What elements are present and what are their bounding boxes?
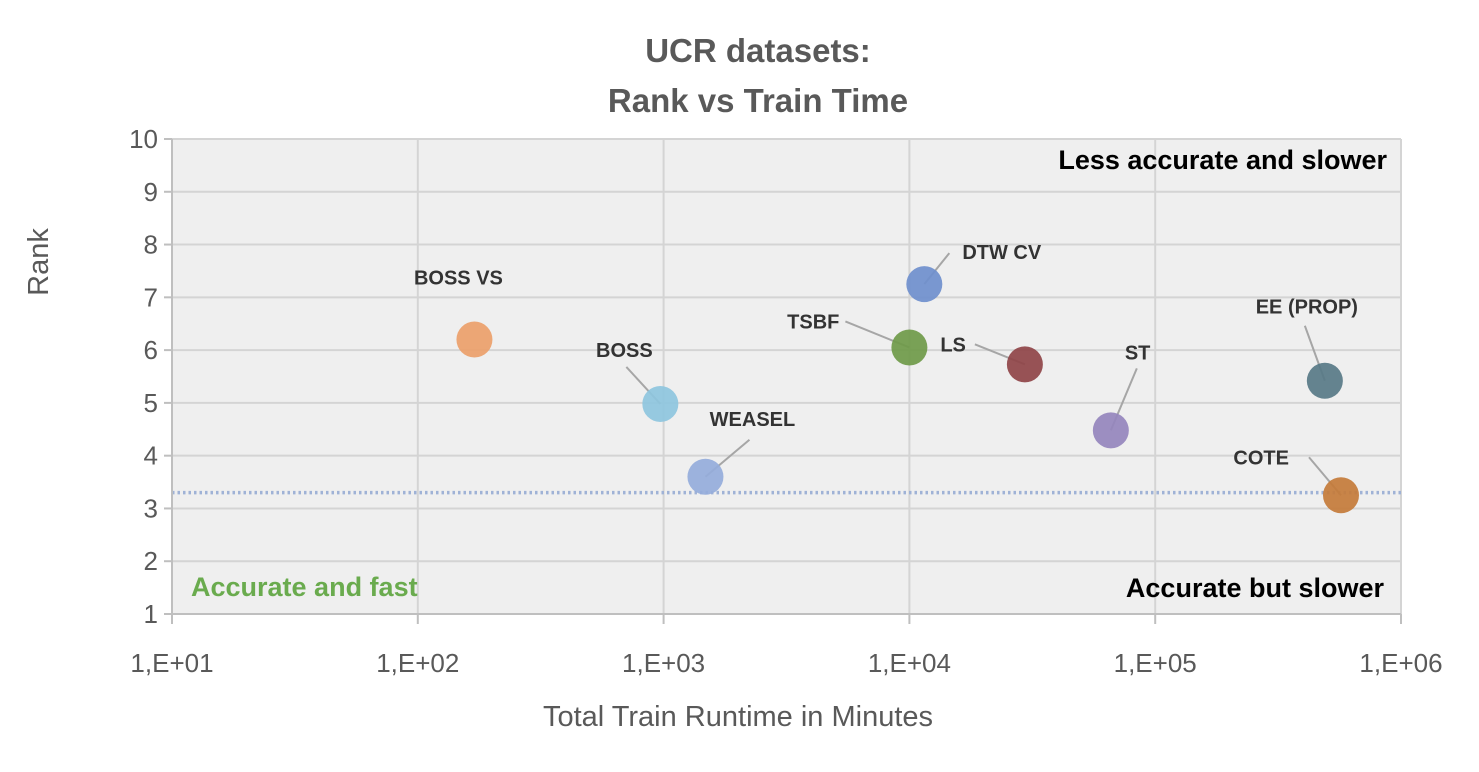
chart-title-line-2: Rank vs Train Time xyxy=(608,82,908,119)
scatter-point xyxy=(1306,362,1343,399)
y-tick-label: 1 xyxy=(144,599,158,629)
plot-area xyxy=(172,139,1401,614)
x-tick-label: 1,E+04 xyxy=(868,648,951,678)
point-label: DTW CV xyxy=(962,242,1042,264)
y-tick-label: 4 xyxy=(144,441,158,471)
scatter-point xyxy=(642,385,679,422)
data-points xyxy=(456,266,1359,514)
y-tick-label: 7 xyxy=(144,282,158,312)
scatter-point xyxy=(1092,412,1129,449)
y-tick-label: 10 xyxy=(129,124,158,154)
y-tick-label: 2 xyxy=(144,546,158,576)
x-tick-label: 1,E+03 xyxy=(622,648,705,678)
scatter-point xyxy=(1322,477,1359,514)
point-label: EE (PROP) xyxy=(1256,297,1358,319)
point-label: BOSS xyxy=(596,340,653,362)
point-label: WEASEL xyxy=(710,409,796,431)
x-tick-label: 1,E+05 xyxy=(1114,648,1197,678)
point-label: BOSS VS xyxy=(414,268,503,290)
point-label: LS xyxy=(940,334,966,356)
x-tick-label: 1,E+01 xyxy=(130,648,213,678)
point-label: COTE xyxy=(1233,447,1289,469)
chart-title-line-1: UCR datasets: xyxy=(645,32,871,69)
x-axis-label: Total Train Runtime in Minutes xyxy=(543,701,933,733)
scatter-point xyxy=(906,266,943,303)
point-label: ST xyxy=(1125,342,1151,364)
scatter-point xyxy=(891,329,928,366)
axis-ticks: 1 2 3 4 5 6 7 8 9 10 1,E+01 1,E+02 1,E+03 1,E+04 1,E+0… xyxy=(129,124,1442,678)
x-tick-label: 1,E+02 xyxy=(376,648,459,678)
y-tick-label: 5 xyxy=(144,388,158,418)
annotation-accurate-fast: Accurate and fast xyxy=(191,572,418,602)
scatter-point xyxy=(456,321,493,358)
y-tick-label: 8 xyxy=(144,230,158,260)
x-tick-label: 1,E+06 xyxy=(1359,648,1442,678)
scatter-point xyxy=(1006,346,1043,383)
y-tick-label: 6 xyxy=(144,335,158,365)
annotation-accurate-slower: Accurate but slower xyxy=(1126,573,1385,603)
point-labels: BOSS VS BOSS WEASEL TSBF DTW CV LS ST EE (PROP)… xyxy=(414,242,1358,469)
scatter-point xyxy=(687,458,724,495)
annotation-less-accurate-slower: Less accurate and slower xyxy=(1058,145,1387,175)
y-axis-label: Rank xyxy=(23,228,55,296)
y-tick-label: 9 xyxy=(144,177,158,207)
y-tick-label: 3 xyxy=(144,493,158,523)
point-label: TSBF xyxy=(787,311,839,333)
